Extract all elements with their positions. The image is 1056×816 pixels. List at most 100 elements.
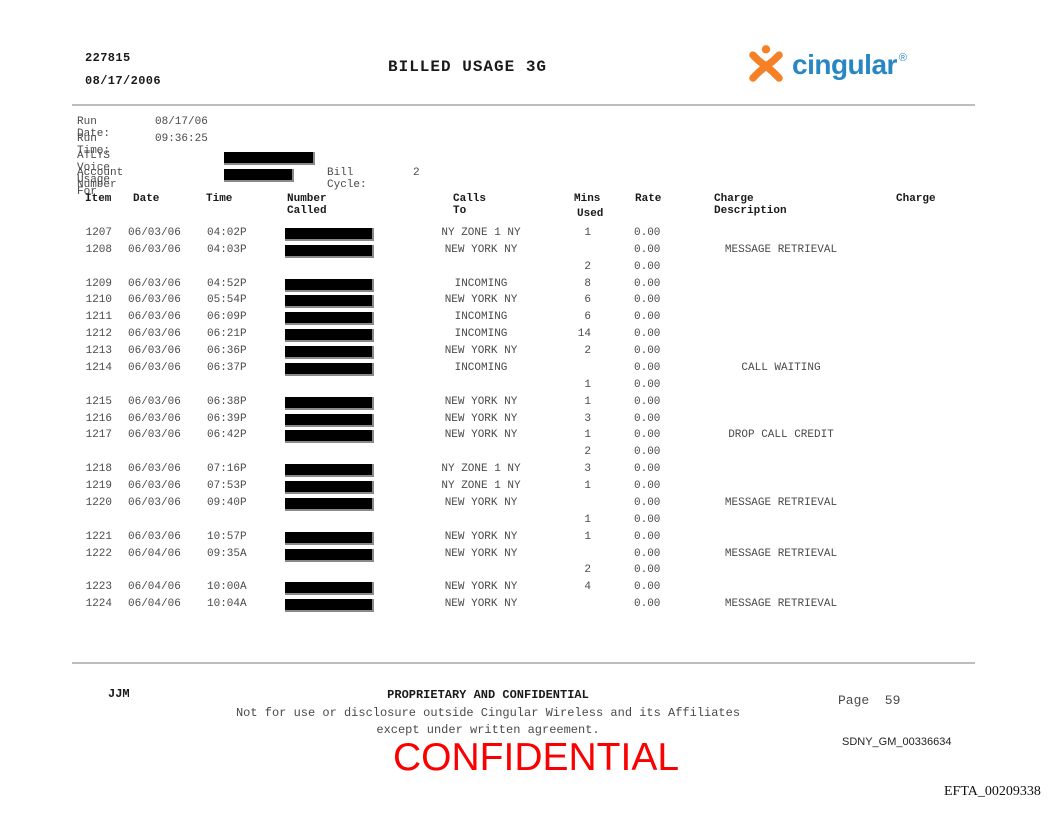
- redacted-number: [285, 464, 374, 478]
- footer-divider: [72, 662, 975, 664]
- redacted-number: [285, 228, 374, 241]
- cell-date: 06/03/06: [128, 496, 181, 509]
- cell-mins: 2: [584, 345, 591, 358]
- redacted-subscriber: [224, 152, 315, 165]
- cell-mins: 2: [584, 446, 591, 459]
- cell-mins: 1: [584, 227, 591, 239]
- col-header-mins: Mins: [574, 193, 601, 205]
- cell-date: 06/03/06: [128, 463, 181, 476]
- cell-mins: 1: [584, 480, 591, 493]
- cell-item: 1212: [85, 328, 112, 341]
- col-header-rate: Rate: [635, 193, 662, 205]
- cell-date: 06/03/06: [128, 345, 181, 358]
- header-divider: [72, 104, 975, 106]
- run-time-label: Run Time:: [77, 133, 111, 157]
- cell-date: 06/03/06: [128, 277, 181, 290]
- redacted-number: [285, 531, 374, 545]
- agreement-line: except under written agreement.: [376, 723, 600, 737]
- table-row: 1218 06/03/06 07:16P NY ZONE 1 NY 3 0.00: [0, 462, 1056, 479]
- cell-calls-to: NEW YORK NY: [444, 496, 518, 509]
- bates-number-sdny: SDNY_GM_00336634: [842, 736, 952, 748]
- cell-time: 04:03P: [207, 243, 247, 256]
- col-header-number-called: Number Called: [287, 193, 327, 217]
- cell-rate: 0.00: [634, 496, 661, 509]
- table-row: 2 0.00: [0, 563, 1056, 580]
- cell-item: 1216: [85, 412, 112, 425]
- cell-rate: 0.00: [634, 598, 661, 611]
- cell-item: 1219: [85, 480, 112, 493]
- cell-item: 1218: [85, 463, 112, 476]
- cell-date: 06/03/06: [128, 361, 181, 374]
- run-date-value: 08/17/06: [155, 116, 208, 128]
- table-row: 1221 06/03/06 10:57P NEW YORK NY 1 0.00: [0, 530, 1056, 547]
- cingular-wordmark: cingular: [792, 49, 897, 80]
- cell-desc: CALL WAITING: [741, 361, 821, 374]
- cell-rate: 0.00: [634, 243, 661, 256]
- redacted-number: [285, 396, 374, 410]
- redacted-number: [285, 362, 374, 376]
- cell-rate: 0.00: [634, 311, 661, 324]
- cell-date: 06/03/06: [128, 412, 181, 425]
- cell-item: 1215: [85, 395, 112, 408]
- run-date-label: Run Date:: [77, 116, 111, 140]
- table-row: 1216 06/03/06 06:39P NEW YORK NY 3 0.00: [0, 412, 1056, 429]
- usage-table-body: 1207 06/03/06 04:02P NY ZONE 1 NY 1 0.00 1208 0…: [0, 226, 1056, 621]
- redacted-number: [285, 481, 374, 495]
- table-row: 1220 06/03/06 09:40P NEW YORK NY 0.00 MESSAGE…: [0, 496, 1056, 513]
- document-number: 227815: [85, 51, 131, 65]
- bill-cycle-label: Bill Cycle:: [327, 167, 367, 191]
- cingular-logo: cingular ®: [746, 43, 907, 92]
- cell-rate: 0.00: [634, 294, 661, 307]
- cell-date: 06/04/06: [128, 598, 181, 611]
- page-title: BILLED USAGE 3G: [388, 58, 548, 76]
- cell-time: 10:00A: [207, 581, 247, 594]
- cell-rate: 0.00: [634, 328, 661, 341]
- cell-time: 04:02P: [207, 227, 247, 239]
- table-row: 1 0.00: [0, 513, 1056, 530]
- cell-date: 06/03/06: [128, 530, 181, 543]
- cell-date: 06/04/06: [128, 547, 181, 560]
- table-row: 1217 06/03/06 06:42P NEW YORK NY 1 0.00 DROP C…: [0, 428, 1056, 445]
- page-number: Page 59: [838, 693, 901, 708]
- cell-item: 1223: [85, 581, 112, 594]
- col-header-time: Time: [206, 193, 233, 205]
- redacted-number: [285, 346, 374, 360]
- cell-rate: 0.00: [634, 480, 661, 493]
- cell-rate: 0.00: [634, 463, 661, 476]
- redacted-number: [285, 548, 374, 562]
- table-row: 1224 06/04/06 10:04A NEW YORK NY 0.00 MESSAGE…: [0, 597, 1056, 614]
- cell-item: 1210: [85, 294, 112, 307]
- col-header-calls-to: Calls To: [453, 193, 487, 217]
- cell-desc: DROP CALL CREDIT: [728, 429, 834, 442]
- cell-date: 06/03/06: [128, 480, 181, 493]
- document-date: 08/17/2006: [85, 74, 162, 88]
- redacted-number: [285, 582, 374, 596]
- cell-calls-to: INCOMING: [454, 361, 508, 374]
- cell-mins: 14: [577, 328, 591, 341]
- cell-mins: 4: [584, 581, 591, 594]
- cell-item: 1220: [85, 496, 112, 509]
- cell-calls-to: NEW YORK NY: [444, 581, 518, 594]
- table-row: 1211 06/03/06 06:09P INCOMING 6 0.00: [0, 310, 1056, 327]
- table-row: 1208 06/03/06 04:03P NEW YORK NY 0.00 MESSAGE…: [0, 243, 1056, 260]
- col-header-used: Used: [577, 208, 604, 220]
- cell-mins: 1: [584, 395, 591, 408]
- cell-calls-to: NEW YORK NY: [444, 345, 518, 358]
- cell-time: 06:09P: [207, 311, 247, 324]
- table-row: 2 0.00: [0, 260, 1056, 277]
- cell-time: 05:54P: [207, 294, 247, 307]
- cell-mins: 2: [584, 260, 591, 273]
- redacted-number: [285, 329, 374, 343]
- table-row: 1214 06/03/06 06:37P INCOMING 0.00 CALL WAITI…: [0, 361, 1056, 378]
- col-header-item: Item: [85, 193, 112, 205]
- cell-calls-to: NEW YORK NY: [444, 598, 518, 611]
- bill-cycle-value: 2: [413, 167, 420, 179]
- redacted-number: [285, 497, 374, 511]
- cell-date: 06/03/06: [128, 243, 181, 256]
- cell-rate: 0.00: [634, 227, 661, 239]
- cell-time: 06:21P: [207, 328, 247, 341]
- cell-rate: 0.00: [634, 581, 661, 594]
- cell-desc: MESSAGE RETRIEVAL: [724, 243, 838, 256]
- cell-rate: 0.00: [634, 345, 661, 358]
